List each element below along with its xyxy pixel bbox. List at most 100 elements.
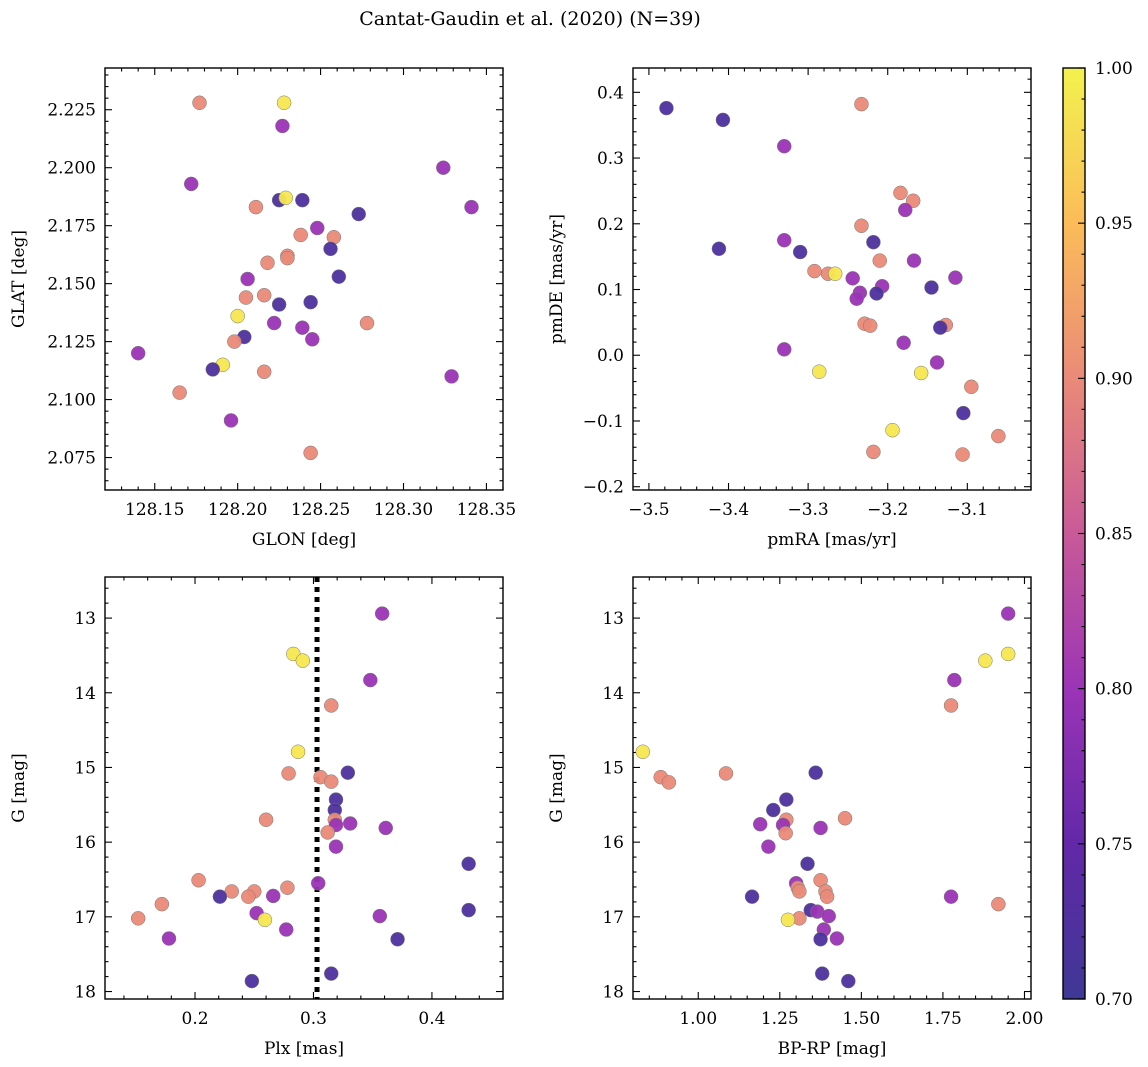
scatter-point	[780, 912, 796, 928]
scatter-point	[906, 253, 922, 268]
figure-title: Cantat-Gaudin et al. (2020) (N=39)	[359, 8, 701, 30]
y-tick-label: 2.100	[47, 391, 96, 411]
scatter-point	[256, 364, 272, 379]
colorbar-tick-label: 0.80	[1095, 680, 1133, 700]
scatter-point	[340, 765, 356, 780]
y-tick-label: 0.2	[597, 215, 624, 235]
scatter-point	[310, 875, 326, 891]
scatter-point	[991, 896, 1006, 912]
x-tick-label: −3.1	[947, 500, 988, 520]
y-tick-label: 17	[602, 908, 624, 928]
y-axis-label: pmDE [mas/yr]	[547, 214, 567, 344]
y-tick-label: 13	[74, 609, 96, 629]
x-tick-label: 128.15	[125, 500, 184, 520]
scatter-point	[778, 825, 793, 841]
scatter-point	[812, 364, 827, 379]
panel-4: 1.00 1.25 1.50 1.75 2.00 13 14 15 16 17 18 BP-RP [m…	[547, 576, 1044, 1059]
scatter-point	[661, 775, 677, 790]
scatter-point	[331, 269, 347, 284]
scatter-point	[363, 672, 378, 688]
scatter-point	[659, 100, 674, 116]
y-axis-label: G [mag]	[547, 753, 567, 822]
scatter-point	[257, 912, 273, 928]
scatter-point	[351, 206, 366, 222]
scatter-point	[256, 287, 272, 303]
scatter-point	[293, 227, 308, 243]
x-axis-label: BP-RP [mag]	[778, 1039, 887, 1059]
scatter-point	[241, 889, 256, 904]
x-tick-label: −3.5	[628, 500, 669, 520]
scatter-point	[227, 334, 242, 349]
scatter-point	[854, 96, 869, 112]
scatter-point	[929, 355, 945, 370]
x-tick-label: 128.30	[374, 500, 433, 520]
scatter-point	[378, 820, 393, 836]
panel-3: 0.2 0.3 0.4 13 14 15 16 17 18 Plx [mas] G [mag]	[9, 576, 504, 1059]
colorbar-tick-label: 0.70	[1095, 990, 1133, 1010]
scatter-point	[130, 345, 146, 361]
scatter-point	[295, 653, 311, 668]
scatter-point	[328, 839, 344, 854]
x-tick-label: 128.35	[457, 500, 516, 520]
scatter-point	[342, 816, 358, 831]
x-tick-label: −3.3	[787, 500, 828, 520]
scatter-point	[323, 774, 339, 789]
scatter-point	[744, 889, 760, 904]
scatter-point	[461, 856, 476, 872]
scatter-point	[956, 405, 971, 421]
scatter-point	[766, 802, 781, 818]
y-tick-label: 2.075	[47, 449, 96, 469]
scatter-point	[271, 297, 287, 312]
scatter-point	[191, 872, 206, 888]
scatter-point	[862, 318, 878, 333]
scatter-point	[464, 199, 479, 215]
scatter-point	[752, 816, 768, 832]
x-tick-label: 2.00	[1006, 1009, 1044, 1029]
scatter-point	[1000, 606, 1016, 621]
y-tick-label: 15	[74, 758, 96, 778]
scatter-point	[205, 362, 221, 377]
axes-frame	[104, 576, 504, 1000]
scatter-point	[310, 220, 325, 236]
x-tick-label: −3.4	[708, 500, 749, 520]
axes-frame	[104, 67, 504, 491]
colorbar-gradient	[1063, 68, 1085, 999]
scatter-point	[808, 765, 823, 780]
scatter-point	[390, 931, 405, 947]
scatter-point	[776, 342, 792, 357]
scatter-point	[635, 744, 651, 760]
y-tick-label: 13	[602, 609, 624, 629]
scatter-point	[192, 95, 207, 111]
x-axis-label: GLON [deg]	[252, 530, 356, 550]
y-tick-label: 0.1	[597, 281, 624, 301]
scatter-point	[854, 218, 869, 234]
x-tick-label: 0.3	[300, 1009, 327, 1029]
scatter-point	[290, 744, 306, 760]
scatter-point	[845, 271, 860, 286]
colorbar-tick-label: 0.95	[1095, 214, 1133, 234]
panel-1: 128.15 128.20 128.25 128.30 128.35 2.075 2.100…	[9, 67, 516, 550]
scatter-point	[841, 973, 856, 989]
scatter-point	[230, 308, 245, 324]
scatter-point	[849, 291, 864, 306]
scatter-point	[260, 255, 275, 271]
scatter-point	[814, 966, 830, 981]
x-tick-label: 1.00	[679, 1009, 717, 1029]
scatter-point	[278, 190, 294, 206]
scatter-point	[964, 379, 979, 395]
scatter-point	[893, 185, 908, 201]
x-axis-label: pmRA [mas/yr]	[767, 530, 896, 550]
y-tick-label: 18	[602, 983, 624, 1003]
scatter-point	[172, 385, 187, 400]
y-axis-label: GLAT [deg]	[9, 230, 29, 328]
scatter-point	[303, 294, 318, 310]
scatter-point	[372, 908, 388, 924]
scatter-point	[248, 199, 264, 215]
scatter-point	[948, 270, 963, 285]
scatter-point	[359, 315, 375, 331]
scatter-point	[800, 856, 815, 872]
colorbar-tick-label: 0.90	[1095, 369, 1133, 389]
scatter-point	[461, 902, 476, 918]
y-tick-label: 2.150	[47, 275, 96, 295]
scatter-point	[275, 118, 290, 134]
